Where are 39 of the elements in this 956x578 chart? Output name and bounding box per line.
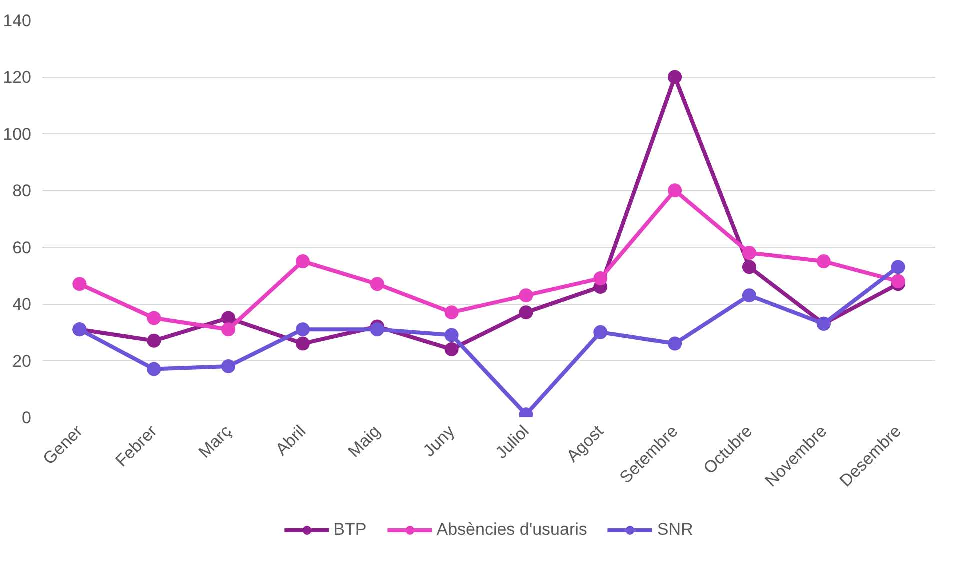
point [668, 336, 682, 351]
point [594, 272, 608, 286]
point [147, 311, 162, 326]
y-tick-label: 0 [22, 408, 32, 428]
point [296, 322, 310, 337]
point [742, 260, 756, 274]
legend-label: Absències d'usuaris [436, 520, 588, 540]
point [668, 184, 682, 198]
point [594, 325, 608, 340]
point [444, 306, 459, 320]
legend-label: SNR [657, 520, 694, 540]
y-tick-label: 20 [12, 352, 32, 371]
point [296, 336, 310, 351]
point [444, 342, 459, 356]
point [742, 246, 756, 260]
point [891, 260, 906, 274]
point [296, 254, 310, 269]
y-tick-label: 40 [12, 295, 32, 314]
point [370, 322, 384, 337]
point [147, 334, 162, 348]
point [816, 254, 831, 269]
y-tick-label: 80 [12, 182, 32, 201]
point [891, 274, 906, 288]
point [370, 277, 384, 292]
point [444, 328, 459, 342]
point [222, 322, 236, 337]
y-tick-label: 60 [12, 238, 32, 258]
legend-label: BTP [334, 520, 367, 540]
y-tick-label: 100 [3, 124, 32, 144]
point [72, 277, 87, 292]
point [742, 288, 756, 303]
point [668, 70, 682, 84]
y-tick-label: 140 [3, 12, 32, 30]
point [222, 359, 236, 374]
point [147, 362, 162, 376]
point [519, 288, 534, 303]
y-tick-label: 120 [3, 68, 32, 88]
point [519, 306, 534, 320]
point [222, 311, 236, 326]
